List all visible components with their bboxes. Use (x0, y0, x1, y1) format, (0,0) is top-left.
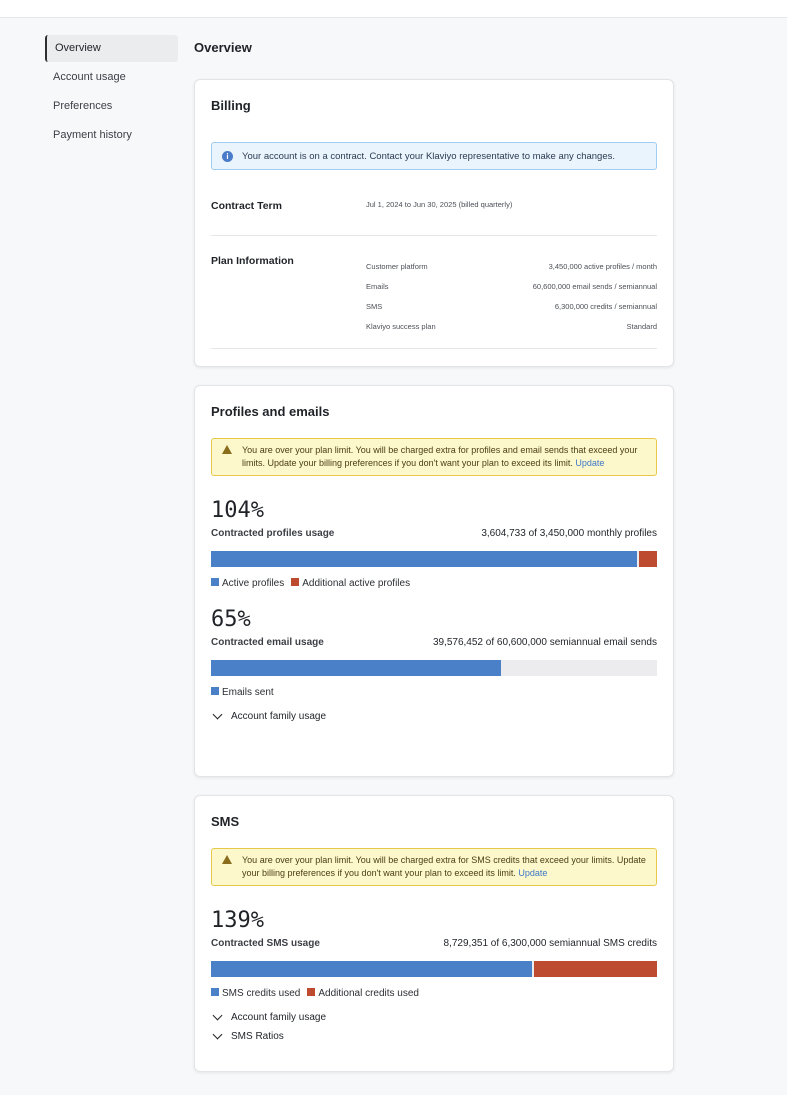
chevron-down-icon (212, 1029, 223, 1040)
warning-text: You are over your plan limit. You will b… (242, 855, 646, 878)
profiles-warning-banner: You are over your plan limit. You will b… (211, 438, 657, 476)
legend-sms-credits: SMS credits used (211, 988, 300, 999)
legend-additional-credits: Additional credits used (307, 988, 419, 999)
profiles-usage-value: 3,604,733 of 3,450,000 monthly profiles (481, 528, 657, 539)
plan-value: 6,300,000 credits / semiannual (554, 302, 657, 311)
sidebar-item-payment-history[interactable]: Payment history (53, 129, 132, 141)
plan-value: 60,600,000 email sends / semiannual (532, 282, 657, 291)
profiles-emails-card: Profiles and emails You are over your pl… (194, 385, 674, 777)
profiles-usage-bar (211, 551, 657, 567)
sms-percent: 139% (211, 908, 264, 933)
sidebar: Overview Account usage Preferences Payme… (45, 35, 178, 151)
plan-line: Klaviyo success plan Standard (366, 322, 657, 342)
plan-line: Emails 60,600,000 email sends / semiannua… (366, 282, 657, 302)
top-bar (0, 0, 787, 18)
plan-value: Standard (626, 322, 657, 331)
profiles-title: Profiles and emails (211, 404, 330, 419)
additional-profiles-fill (638, 551, 657, 567)
info-icon: i (222, 150, 233, 162)
sms-credits-fill (211, 961, 532, 977)
plan-key: SMS (366, 302, 383, 311)
email-usage-label: Contracted email usage (211, 637, 324, 648)
sms-usage-line: Contracted SMS usage 8,729,351 of 6,300,… (211, 938, 657, 949)
email-usage-value: 39,576,452 of 60,600,000 semiannual emai… (432, 637, 657, 648)
plan-key: Customer platform (366, 262, 428, 271)
active-profiles-fill (211, 551, 637, 567)
page-title: Overview (194, 40, 252, 55)
contract-term-row: Contract Term Jul 1, 2024 to Jun 30, 202… (211, 170, 657, 236)
sms-legend: SMS credits used Additional credits used (211, 988, 657, 999)
profiles-percent: 104% (211, 498, 264, 523)
warning-text: You are over your plan limit. You will b… (242, 445, 638, 468)
billing-card: Billing i Your account is on a contract.… (194, 79, 674, 367)
email-legend: Emails sent (211, 687, 657, 698)
warning-icon (222, 855, 232, 864)
main-content: Overview Billing i Your account is on a … (194, 40, 674, 1090)
plan-info-label: Plan Information (211, 255, 294, 267)
sidebar-item-overview[interactable]: Overview (45, 35, 178, 62)
sms-warning-banner: You are over your plan limit. You will b… (211, 848, 657, 886)
sms-usage-bar (211, 961, 657, 977)
sms-card: SMS You are over your plan limit. You wi… (194, 795, 674, 1072)
toggle-label: SMS Ratios (231, 1031, 284, 1042)
warning-icon (222, 445, 232, 454)
sms-account-family-usage-toggle[interactable]: Account family usage (211, 1008, 657, 1027)
profiles-usage-label: Contracted profiles usage (211, 528, 335, 539)
plan-list: Customer platform 3,450,000 active profil… (366, 255, 657, 348)
sms-usage-value: 8,729,351 of 6,300,000 semiannual SMS cr… (443, 938, 657, 949)
plan-key: Klaviyo success plan (366, 322, 436, 331)
profiles-usage-line: Contracted profiles usage 3,604,733 of 3… (211, 528, 657, 539)
sms-usage-label: Contracted SMS usage (211, 938, 320, 949)
plan-key: Emails (366, 282, 389, 291)
legend-emails-sent: Emails sent (211, 687, 274, 698)
update-link[interactable]: Update (518, 868, 548, 878)
sidebar-item-preferences[interactable]: Preferences (53, 100, 113, 112)
contract-term-value: Jul 1, 2024 to Jun 30, 2025 (billed quar… (366, 200, 513, 209)
profiles-legend: Active profiles Additional active profil… (211, 578, 657, 589)
chevron-down-icon (212, 709, 223, 720)
additional-credits-fill (534, 961, 657, 977)
plan-value: 3,450,000 active profiles / month (548, 262, 657, 271)
chevron-down-icon (212, 1010, 223, 1021)
sms-ratios-toggle[interactable]: SMS Ratios (211, 1027, 657, 1046)
legend-active-profiles: Active profiles (211, 578, 284, 589)
plan-info-row: Plan Information Customer platform 3,450,… (211, 236, 657, 349)
sidebar-item-account-usage[interactable]: Account usage (53, 71, 126, 83)
update-link[interactable]: Update (575, 458, 605, 468)
email-percent: 65% (211, 607, 251, 632)
emails-sent-fill (211, 660, 501, 676)
plan-line: Customer platform 3,450,000 active profil… (366, 262, 657, 282)
email-usage-line: Contracted email usage 39,576,452 of 60,… (211, 637, 657, 648)
email-usage-bar (211, 660, 657, 676)
toggle-label: Account family usage (231, 711, 327, 722)
plan-line: SMS 6,300,000 credits / semiannual (366, 302, 657, 322)
legend-additional-profiles: Additional active profiles (291, 578, 410, 589)
billing-title: Billing (211, 98, 251, 113)
toggle-label: Account family usage (231, 1012, 327, 1023)
info-text: Your account is on a contract. Contact y… (242, 150, 615, 162)
contract-term-label: Contract Term (211, 200, 282, 212)
account-family-usage-toggle[interactable]: Account family usage (211, 707, 657, 726)
contract-info-banner: i Your account is on a contract. Contact… (211, 142, 657, 170)
sms-title: SMS (211, 814, 240, 829)
